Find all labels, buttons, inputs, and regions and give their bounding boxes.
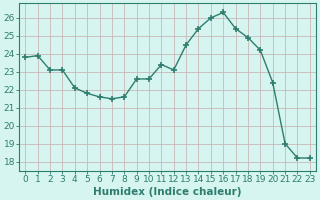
X-axis label: Humidex (Indice chaleur): Humidex (Indice chaleur) bbox=[93, 187, 242, 197]
